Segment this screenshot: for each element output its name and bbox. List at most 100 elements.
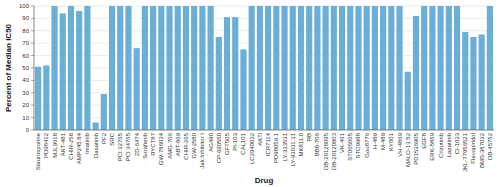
bars xyxy=(35,6,493,130)
x-tick-label: GW-786034 xyxy=(158,132,164,165)
x-tick-label: VK-461 xyxy=(339,132,345,153)
grid xyxy=(34,6,494,130)
bar xyxy=(240,49,246,130)
y-tick xyxy=(31,92,34,93)
x-tick-label: AKTi xyxy=(257,133,263,146)
x-tick-label: PD98412 xyxy=(43,132,49,158)
bar xyxy=(298,6,304,130)
x-tick-label: Imatinib xyxy=(84,132,90,154)
x-tick-label: BMS-387032 xyxy=(479,132,485,168)
y-tick-label: 70 xyxy=(22,40,29,46)
bar xyxy=(166,6,172,130)
y-tick-label: 0 xyxy=(26,127,30,133)
bar xyxy=(470,37,476,130)
x-tick-label: STO9988 xyxy=(355,132,361,158)
bar xyxy=(84,6,90,130)
y-tick xyxy=(31,18,34,19)
bar xyxy=(421,6,427,130)
bar xyxy=(339,6,345,130)
x-tick-label: EGF8 xyxy=(421,132,427,148)
x-tick-label: CAL101 xyxy=(240,132,246,154)
bar xyxy=(68,6,74,130)
x-tick-label: ERK-5869 xyxy=(429,132,435,160)
x-tick-label: PCI 34765 xyxy=(125,132,131,161)
bar xyxy=(191,6,197,130)
x-tick-label: GW-2580 xyxy=(191,132,197,158)
bar xyxy=(142,6,148,130)
x-tick-label: Sorafenib xyxy=(142,132,148,158)
bar xyxy=(199,6,205,130)
x-tick-label: CI-1033 xyxy=(454,132,460,154)
bar xyxy=(306,6,312,130)
x-tick-label: GFT505 xyxy=(224,132,230,155)
bar xyxy=(117,6,123,130)
x-tick-label: M-489 xyxy=(380,132,386,150)
x-tick-label: MALO-13.52 xyxy=(405,132,411,167)
y-tick xyxy=(31,117,34,118)
bar xyxy=(364,6,370,130)
y-tick-label: 20 xyxy=(22,102,29,108)
x-tick-label: Goo8776 xyxy=(364,132,370,157)
bar xyxy=(60,13,66,130)
bar xyxy=(158,6,164,130)
x-tick-label: AMG-706 xyxy=(167,132,173,158)
y-tick-label: 60 xyxy=(22,53,29,59)
bar xyxy=(208,6,214,130)
x-tick-label: LY-93031.31 xyxy=(290,132,296,166)
y-tick-label: 40 xyxy=(22,77,29,83)
x-tick-label: CHIR-258 xyxy=(68,132,74,159)
y-tick-label: 30 xyxy=(22,90,29,96)
bar xyxy=(388,6,394,130)
x-tick-label: ZD-6474 xyxy=(134,132,140,156)
x-tick-label: LC2940032 xyxy=(249,132,255,164)
bar xyxy=(175,6,181,130)
x-tick-label: Jak Inhibitor I xyxy=(199,133,205,169)
x-axis: StaurosporinePD98412MJL9618AKT-481CHIR-2… xyxy=(35,132,493,172)
bar xyxy=(413,16,419,130)
bar xyxy=(372,6,378,130)
bar xyxy=(281,6,287,130)
chart-svg: 0102030405060708090100StaurosporinePD984… xyxy=(0,0,500,187)
x-tick-label: ST065065 xyxy=(347,132,353,160)
bar xyxy=(429,6,435,130)
x-tick-label: PD98059.1 xyxy=(273,132,279,163)
y-tick xyxy=(31,55,34,56)
bar xyxy=(265,6,271,130)
x-tick-label: Staurosporine xyxy=(35,132,41,170)
bar xyxy=(487,6,493,130)
bar xyxy=(273,6,279,130)
y-tick-label: 80 xyxy=(22,28,29,34)
y-tick-label: 90 xyxy=(22,15,29,21)
bar xyxy=(355,6,361,130)
bar xyxy=(405,72,411,130)
x-tick-label: Lapatinib xyxy=(446,132,452,157)
x-tick-label: BB8-706 xyxy=(314,132,320,156)
x-tick-label: VH-4869 xyxy=(397,132,403,156)
x-tick-label: DB-45752 xyxy=(487,132,493,160)
x-tick-label: PF2 xyxy=(101,132,107,144)
y-tick xyxy=(31,30,34,31)
y-axis: 0102030405060708090100 xyxy=(19,3,34,133)
bar xyxy=(396,6,402,130)
x-tick-label: LY-333531 xyxy=(282,132,288,161)
x-tick-label: MK811.0 xyxy=(298,132,304,156)
bar xyxy=(454,6,460,130)
x-axis-title: Drug xyxy=(255,176,274,185)
bar xyxy=(125,6,131,130)
bar xyxy=(290,6,296,130)
x-tick-label: Dasatinib xyxy=(93,132,99,158)
y-tick xyxy=(31,129,34,130)
x-tick-label: PD1536905 xyxy=(413,132,419,164)
x-tick-label: PCI 32765 xyxy=(117,132,123,161)
x-tick-label: AG490 xyxy=(208,132,214,151)
x-tick-label: AKT-481 xyxy=(60,132,66,156)
y-tick-label: 10 xyxy=(22,115,29,121)
x-tick-label: AMP245.84 xyxy=(76,132,82,164)
grid-line xyxy=(34,129,494,130)
bar xyxy=(257,6,263,130)
x-tick-label: CHIR-265 xyxy=(183,132,189,159)
bar xyxy=(314,6,320,130)
bar xyxy=(323,6,329,130)
bar xyxy=(380,6,386,130)
y-tick xyxy=(31,67,34,68)
